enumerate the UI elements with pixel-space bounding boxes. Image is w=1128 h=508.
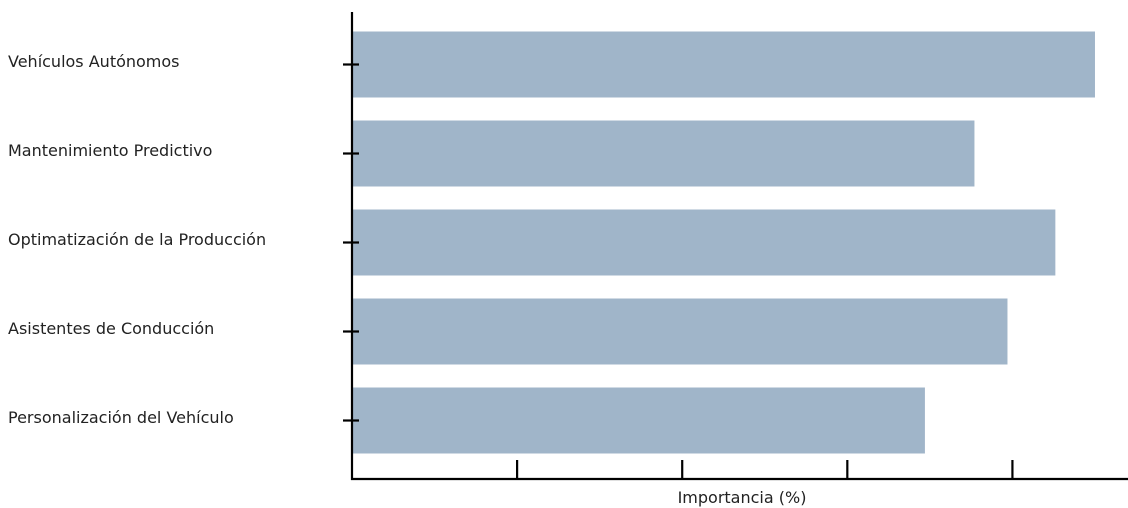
category-labels-group: Vehículos Autónomos Mantenimiento Predict… xyxy=(8,52,266,427)
bar xyxy=(353,387,925,454)
x-axis-label: Importancia (%) xyxy=(678,488,807,507)
bar xyxy=(353,31,1095,98)
category-label: Personalización del Vehículo xyxy=(8,408,234,427)
bar xyxy=(353,209,1056,276)
x-ticks-group xyxy=(516,460,1014,479)
category-label: Mantenimiento Predictivo xyxy=(8,141,212,160)
category-label: Vehículos Autónomos xyxy=(8,52,180,71)
bar xyxy=(353,120,975,187)
category-label: Asistentes de Conducción xyxy=(8,319,214,338)
bars-group xyxy=(353,31,1095,454)
category-label: Optimatización de la Producción xyxy=(8,230,266,249)
bar xyxy=(353,298,1008,365)
